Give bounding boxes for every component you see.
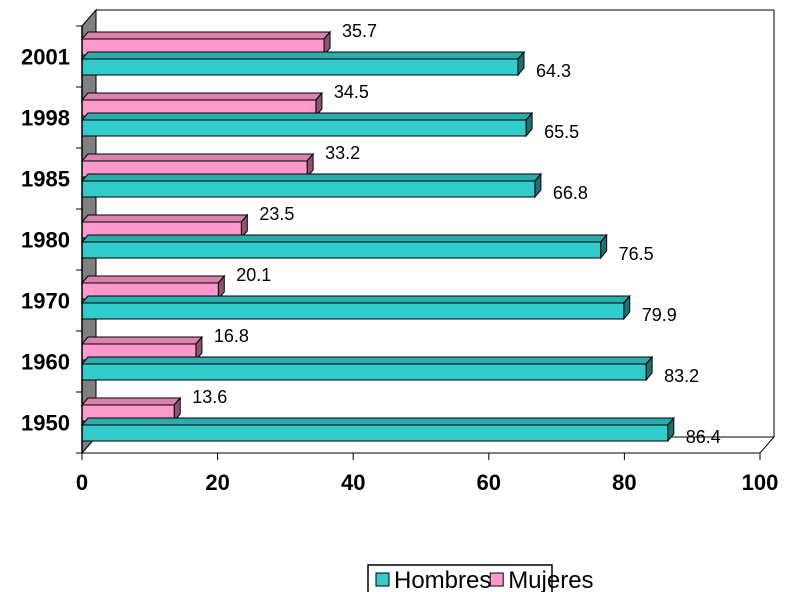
x-tick-label-60: 60 xyxy=(477,470,501,495)
legend-swatch-hombres xyxy=(375,572,390,587)
bar-mujeres-1950 xyxy=(80,396,182,423)
legend-box xyxy=(367,564,553,592)
bar-top-face xyxy=(80,31,332,40)
bar-top-face xyxy=(80,356,654,365)
bar-top-face xyxy=(80,336,203,345)
bar-top-face xyxy=(80,397,182,406)
value-labels-group: 35.7 64.3 34.5 65.5 33.2 66.8 23.5 76.5 20.1 79.9… xyxy=(192,21,721,447)
bar-hombres-2001 xyxy=(80,50,526,77)
bar-front-face xyxy=(81,424,669,442)
category-label-1985: 1985 xyxy=(21,167,70,192)
value-label-hombres-1980: 76.5 xyxy=(619,244,654,264)
category-label-1950: 1950 xyxy=(21,411,70,436)
bar-front-face xyxy=(81,302,625,320)
bar-front-face xyxy=(81,119,527,137)
category-label-2001: 2001 xyxy=(21,45,70,70)
value-label-hombres-1950: 86.4 xyxy=(686,427,721,447)
bar-hombres-1960 xyxy=(80,355,654,382)
bar-mujeres-1970 xyxy=(80,274,226,301)
value-label-hombres-1998: 65.5 xyxy=(544,122,579,142)
legend-swatch-mujeres xyxy=(489,572,504,587)
category-label-1960: 1960 xyxy=(21,350,70,375)
value-label-hombres-1985: 66.8 xyxy=(553,183,588,203)
bar-mujeres-1980 xyxy=(80,213,249,240)
bar-hombres-1970 xyxy=(80,294,631,321)
x-tick-label-40: 40 xyxy=(341,470,365,495)
bar-hombres-1980 xyxy=(80,233,608,260)
bar-top-face xyxy=(80,92,323,101)
bar-front-face xyxy=(81,58,519,76)
legend-label-mujeres: Mujeres xyxy=(508,567,593,592)
bar-top-face xyxy=(80,234,608,243)
bar-hombres-1950 xyxy=(80,416,675,443)
bar-top-face xyxy=(80,417,675,426)
bar-front-face xyxy=(81,363,647,381)
value-label-hombres-1960: 83.2 xyxy=(664,366,699,386)
value-label-hombres-1970: 79.9 xyxy=(642,305,677,325)
value-label-mujeres-1980: 23.5 xyxy=(259,204,294,224)
value-label-mujeres-2001: 35.7 xyxy=(342,21,377,41)
bar-hombres-1985 xyxy=(80,172,542,199)
bar-top-face xyxy=(80,214,249,223)
bar-top-face xyxy=(80,173,542,182)
x-tick-label-20: 20 xyxy=(205,470,229,495)
x-tick-label-80: 80 xyxy=(612,470,636,495)
axes-group: 2001 1998 1985 1980 1970 1960 1950 0 20 40 60 80 100 xyxy=(21,25,779,495)
value-label-mujeres-1985: 33.2 xyxy=(325,143,360,163)
legend-label-hombres: Hombres xyxy=(394,567,491,592)
back-wall-outline xyxy=(96,9,775,437)
category-label-1970: 1970 xyxy=(21,289,70,314)
value-label-hombres-2001: 64.3 xyxy=(536,61,571,81)
bars-group xyxy=(80,30,675,443)
bar-front-face xyxy=(81,180,536,198)
bar-top-face xyxy=(80,51,526,60)
bar-front-face xyxy=(81,241,602,259)
bar-hombres-1998 xyxy=(80,111,534,138)
value-label-mujeres-1970: 20.1 xyxy=(236,265,271,285)
value-label-mujeres-1960: 16.8 xyxy=(214,326,249,346)
category-label-1980: 1980 xyxy=(21,228,70,253)
bar-mujeres-1960 xyxy=(80,335,203,362)
bar-top-face xyxy=(80,275,226,284)
category-label-1998: 1998 xyxy=(21,106,70,131)
bar-top-face xyxy=(80,112,534,121)
x-tick-label-100: 100 xyxy=(742,470,779,495)
x-tick-label-0: 0 xyxy=(76,470,88,495)
bar-mujeres-1985 xyxy=(80,152,315,179)
bar-top-face xyxy=(80,153,315,162)
legend: Hombres Mujeres xyxy=(367,564,594,592)
value-label-mujeres-1950: 13.6 xyxy=(192,387,227,407)
bar-top-face xyxy=(80,295,631,304)
value-label-mujeres-1998: 34.5 xyxy=(334,82,369,102)
